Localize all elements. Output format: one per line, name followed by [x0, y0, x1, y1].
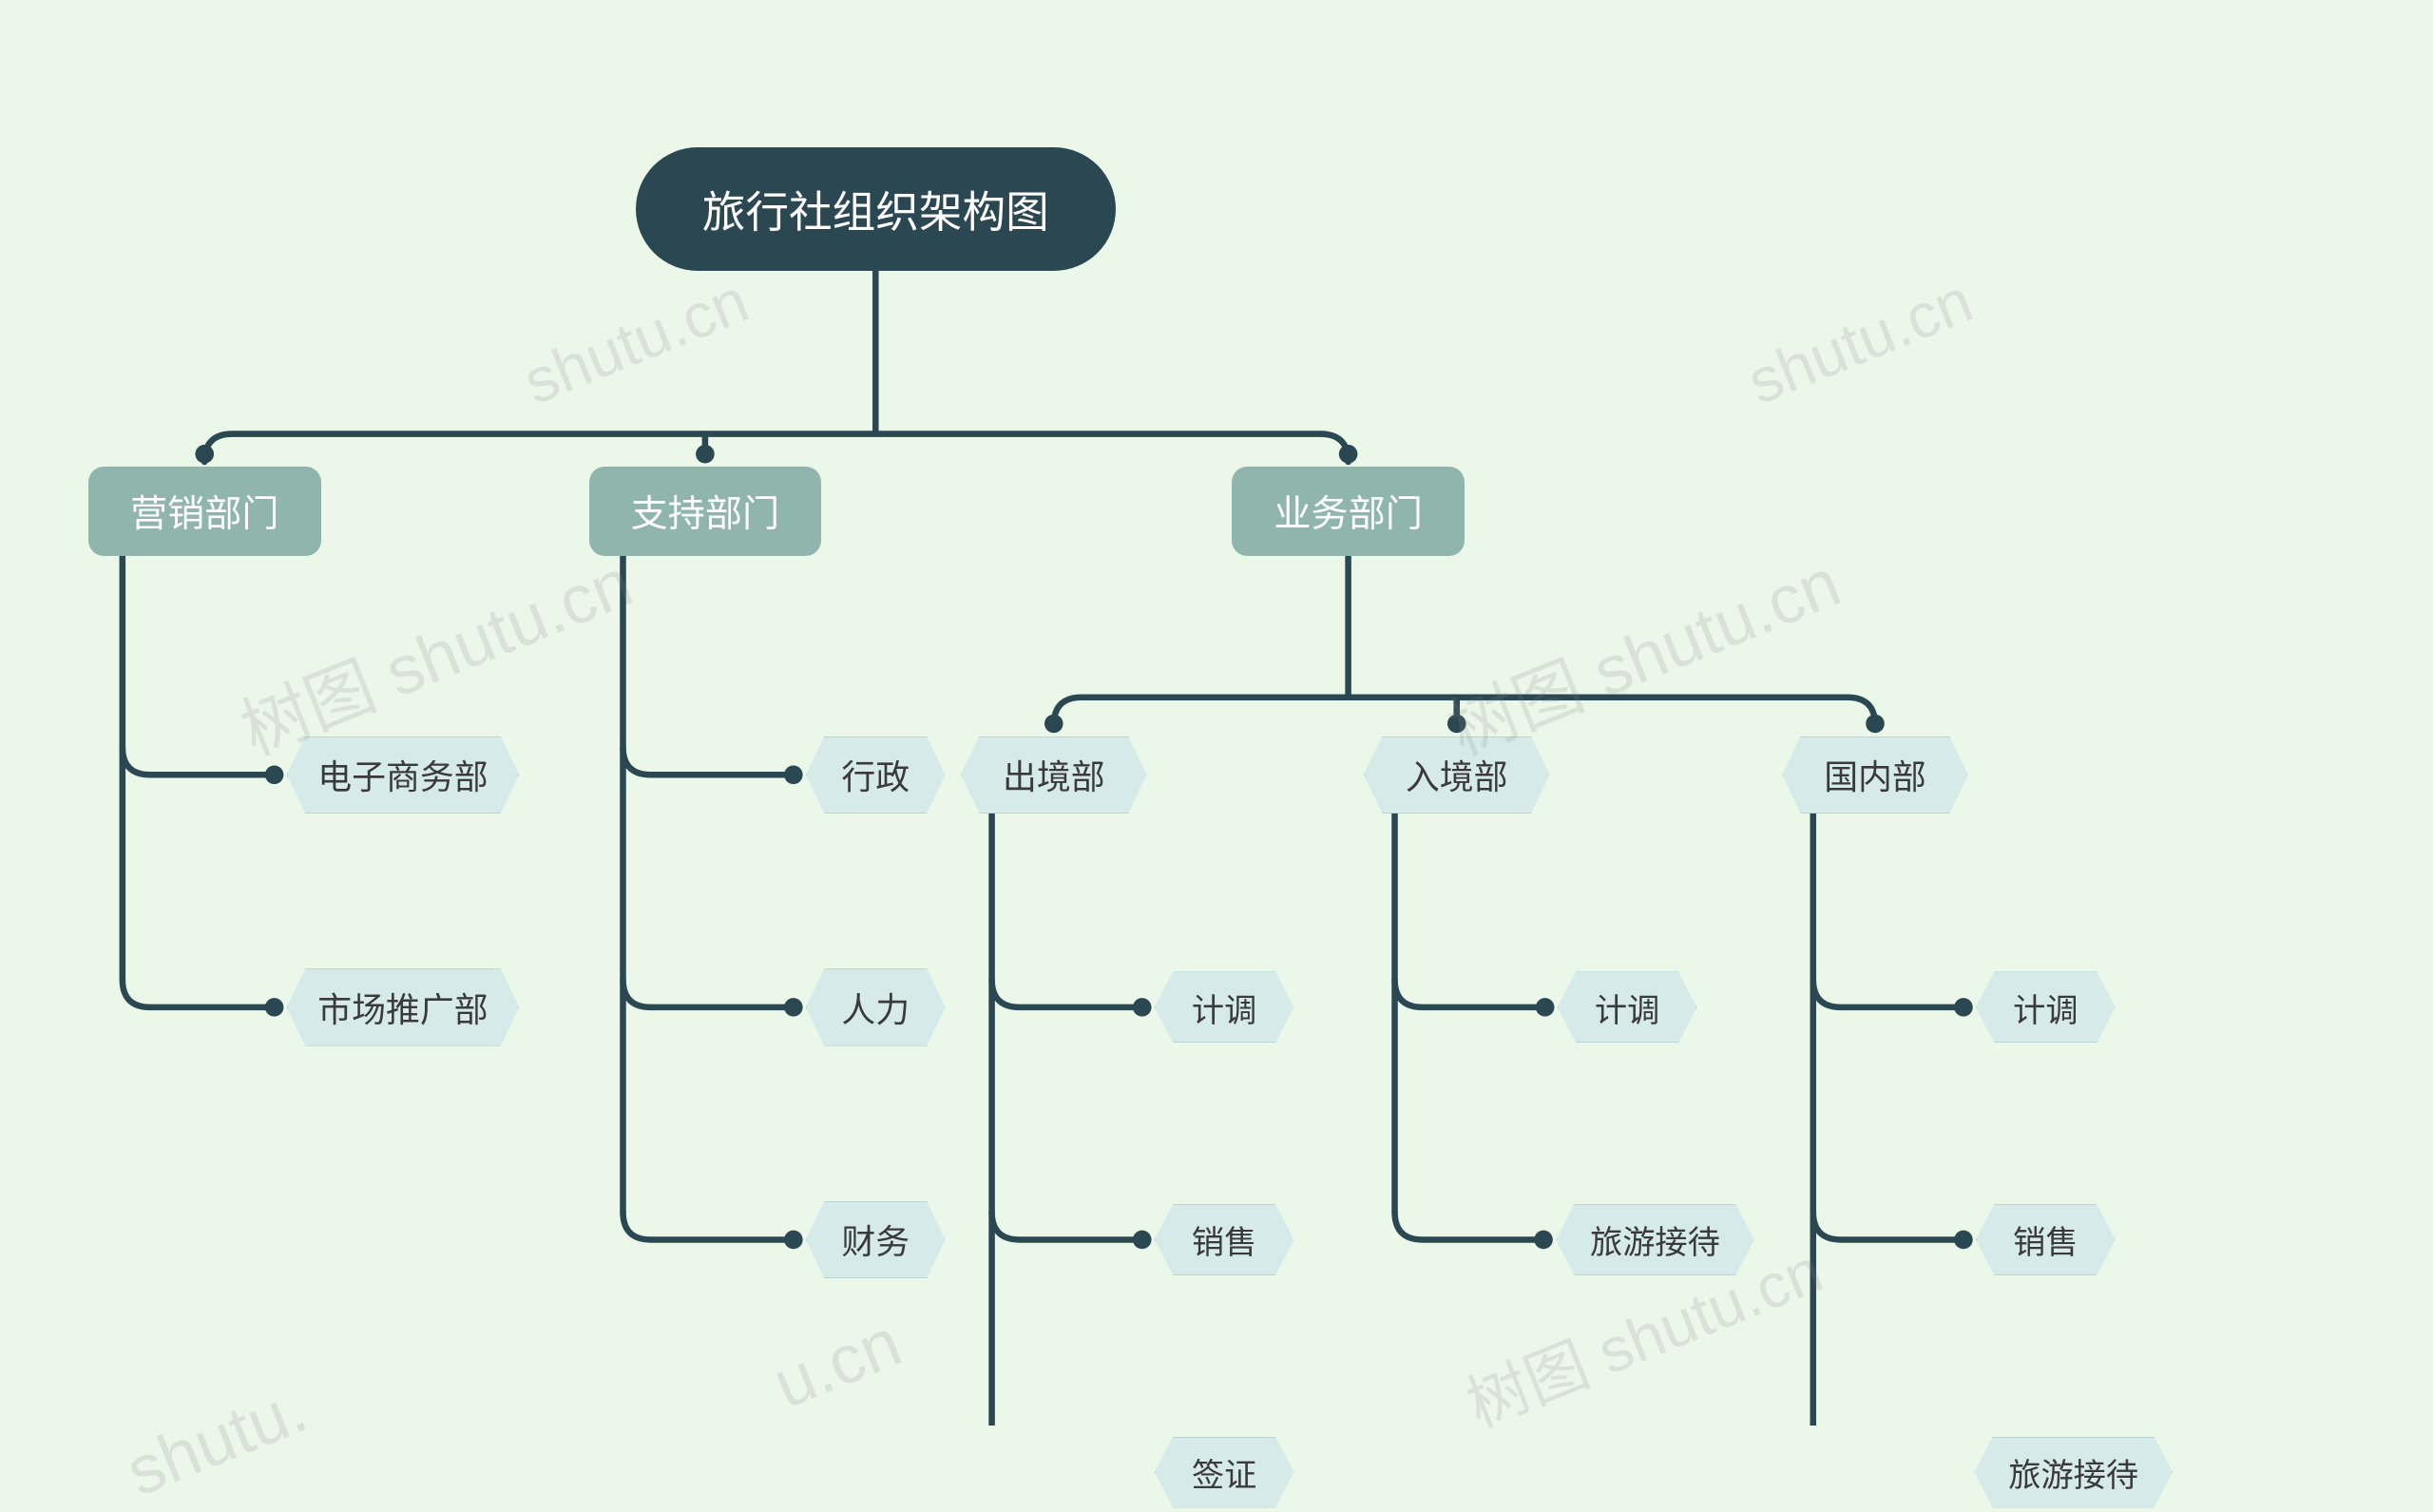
leaf-node: 计调	[1155, 971, 1294, 1043]
leaf-node: 签证	[1155, 1437, 1294, 1508]
leaf-node: 行政	[806, 737, 946, 814]
leaf-node: 财务	[806, 1201, 946, 1279]
root-node: 旅行社组织架构图	[636, 147, 1116, 271]
leaf-node: 计调	[1976, 971, 2116, 1043]
leaf-node: 旅游接待	[1974, 1437, 2173, 1508]
leaf-node: 人力	[806, 968, 946, 1046]
subdept-inbound: 入境部	[1364, 737, 1550, 814]
leaf-node: 销售	[1976, 1204, 2116, 1275]
dept-marketing: 营销部门	[88, 467, 321, 557]
dept-business: 业务部门	[1232, 467, 1465, 557]
leaf-node: 销售	[1155, 1204, 1294, 1275]
leaf-node: 旅游接待	[1556, 1204, 1754, 1275]
subdept-outbound: 出境部	[961, 737, 1147, 814]
subdept-domestic: 国内部	[1782, 737, 1968, 814]
leaf-node: 电子商务部	[287, 737, 520, 814]
leaf-node: 计调	[1558, 971, 1697, 1043]
dept-support: 支持部门	[589, 467, 822, 557]
leaf-node: 市场推广部	[287, 968, 520, 1046]
